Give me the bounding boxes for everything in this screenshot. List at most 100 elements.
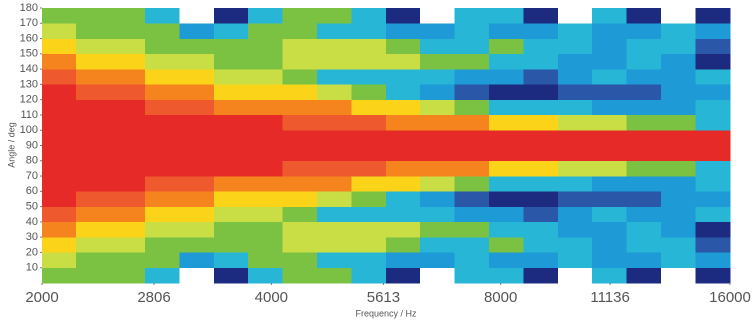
heat-cell	[385, 7, 421, 24]
heat-cell	[626, 68, 662, 85]
heat-cell	[695, 23, 731, 39]
heat-cell	[110, 236, 146, 253]
heat-cell	[695, 84, 731, 100]
heat-cell	[592, 53, 628, 70]
heat-cell	[420, 84, 456, 100]
heat-cell	[248, 145, 284, 162]
heat-cell	[248, 206, 284, 223]
heat-cell	[316, 23, 352, 39]
heat-cell	[179, 7, 215, 24]
heat-cell	[695, 175, 731, 192]
heat-cell	[41, 191, 77, 207]
heat-cell	[110, 84, 146, 100]
heat-cell	[316, 206, 352, 223]
heat-cell	[454, 252, 490, 268]
y-tick-label: 50	[26, 201, 38, 213]
heat-cell	[626, 53, 662, 70]
heat-cell	[248, 236, 284, 253]
heat-cell	[523, 267, 559, 284]
heat-cell	[110, 38, 146, 55]
heat-cell	[523, 84, 559, 100]
heat-cell	[385, 129, 421, 146]
heat-cell	[179, 206, 215, 223]
heat-cell	[488, 53, 524, 70]
heat-cell	[454, 129, 490, 146]
heat-cell	[454, 267, 490, 284]
heat-cell	[695, 191, 731, 207]
heat-cell	[695, 129, 731, 146]
y-tick-label: 150	[20, 48, 38, 60]
heat-cell	[316, 53, 352, 70]
heat-cell	[523, 99, 559, 116]
heat-cell	[592, 236, 628, 253]
heat-cell	[41, 84, 77, 100]
heat-cell	[626, 114, 662, 131]
heat-cell	[454, 68, 490, 85]
heat-cell	[41, 175, 77, 192]
heat-cell	[351, 267, 387, 284]
heat-cell	[557, 114, 593, 131]
heat-cell	[76, 99, 112, 116]
heat-cell	[523, 160, 559, 177]
heat-cell	[488, 114, 524, 131]
heat-cell	[454, 206, 490, 223]
heat-cell	[660, 236, 696, 253]
heat-cell	[351, 129, 387, 146]
heat-cell	[592, 38, 628, 55]
heat-cell	[41, 236, 77, 253]
heat-cell	[110, 68, 146, 85]
heat-cell	[488, 252, 524, 268]
heat-cell	[660, 84, 696, 100]
heat-cell	[695, 114, 731, 131]
y-tick-label: 130	[20, 78, 38, 90]
heat-cell	[660, 23, 696, 39]
y-tick-label: 160	[20, 32, 38, 44]
heat-cell	[557, 175, 593, 192]
heat-cell	[282, 206, 318, 223]
heat-cell	[626, 175, 662, 192]
heat-cell	[351, 191, 387, 207]
heat-cell	[385, 53, 421, 70]
heat-cell	[248, 267, 284, 284]
heat-cell	[316, 252, 352, 268]
y-tick-label: 180	[20, 2, 38, 14]
x-axis-title: Frequency / Hz	[355, 308, 417, 318]
heat-cell	[351, 175, 387, 192]
heat-cell	[626, 206, 662, 223]
heat-cell	[248, 84, 284, 100]
heat-cell	[420, 267, 456, 284]
heat-cell	[420, 23, 456, 39]
heat-cell	[213, 206, 249, 223]
heat-cell	[144, 236, 180, 253]
heat-cell	[110, 99, 146, 116]
heat-cell	[213, 114, 249, 131]
heat-cell	[213, 252, 249, 268]
heat-cell	[316, 175, 352, 192]
heat-cell	[660, 53, 696, 70]
heat-cell	[282, 53, 318, 70]
heat-cell	[385, 252, 421, 268]
heat-cell	[76, 129, 112, 146]
heat-cell	[385, 68, 421, 85]
heat-cell	[592, 7, 628, 24]
heat-cell	[385, 145, 421, 162]
heat-cell	[660, 175, 696, 192]
heat-cell	[660, 191, 696, 207]
heat-cell	[385, 38, 421, 55]
heat-cell	[592, 175, 628, 192]
heat-cell	[557, 129, 593, 146]
heat-cell	[488, 129, 524, 146]
x-tick-label: 2806	[137, 289, 170, 306]
heat-cell	[41, 267, 77, 284]
heat-cell	[695, 99, 731, 116]
heat-cell	[557, 99, 593, 116]
heat-cell	[557, 267, 593, 284]
heat-cell	[351, 236, 387, 253]
heat-cell	[213, 175, 249, 192]
heat-cell	[179, 191, 215, 207]
heat-cell	[592, 267, 628, 284]
heat-cell	[592, 68, 628, 85]
heat-cell	[592, 191, 628, 207]
heat-cell	[248, 114, 284, 131]
heat-cell	[110, 114, 146, 131]
